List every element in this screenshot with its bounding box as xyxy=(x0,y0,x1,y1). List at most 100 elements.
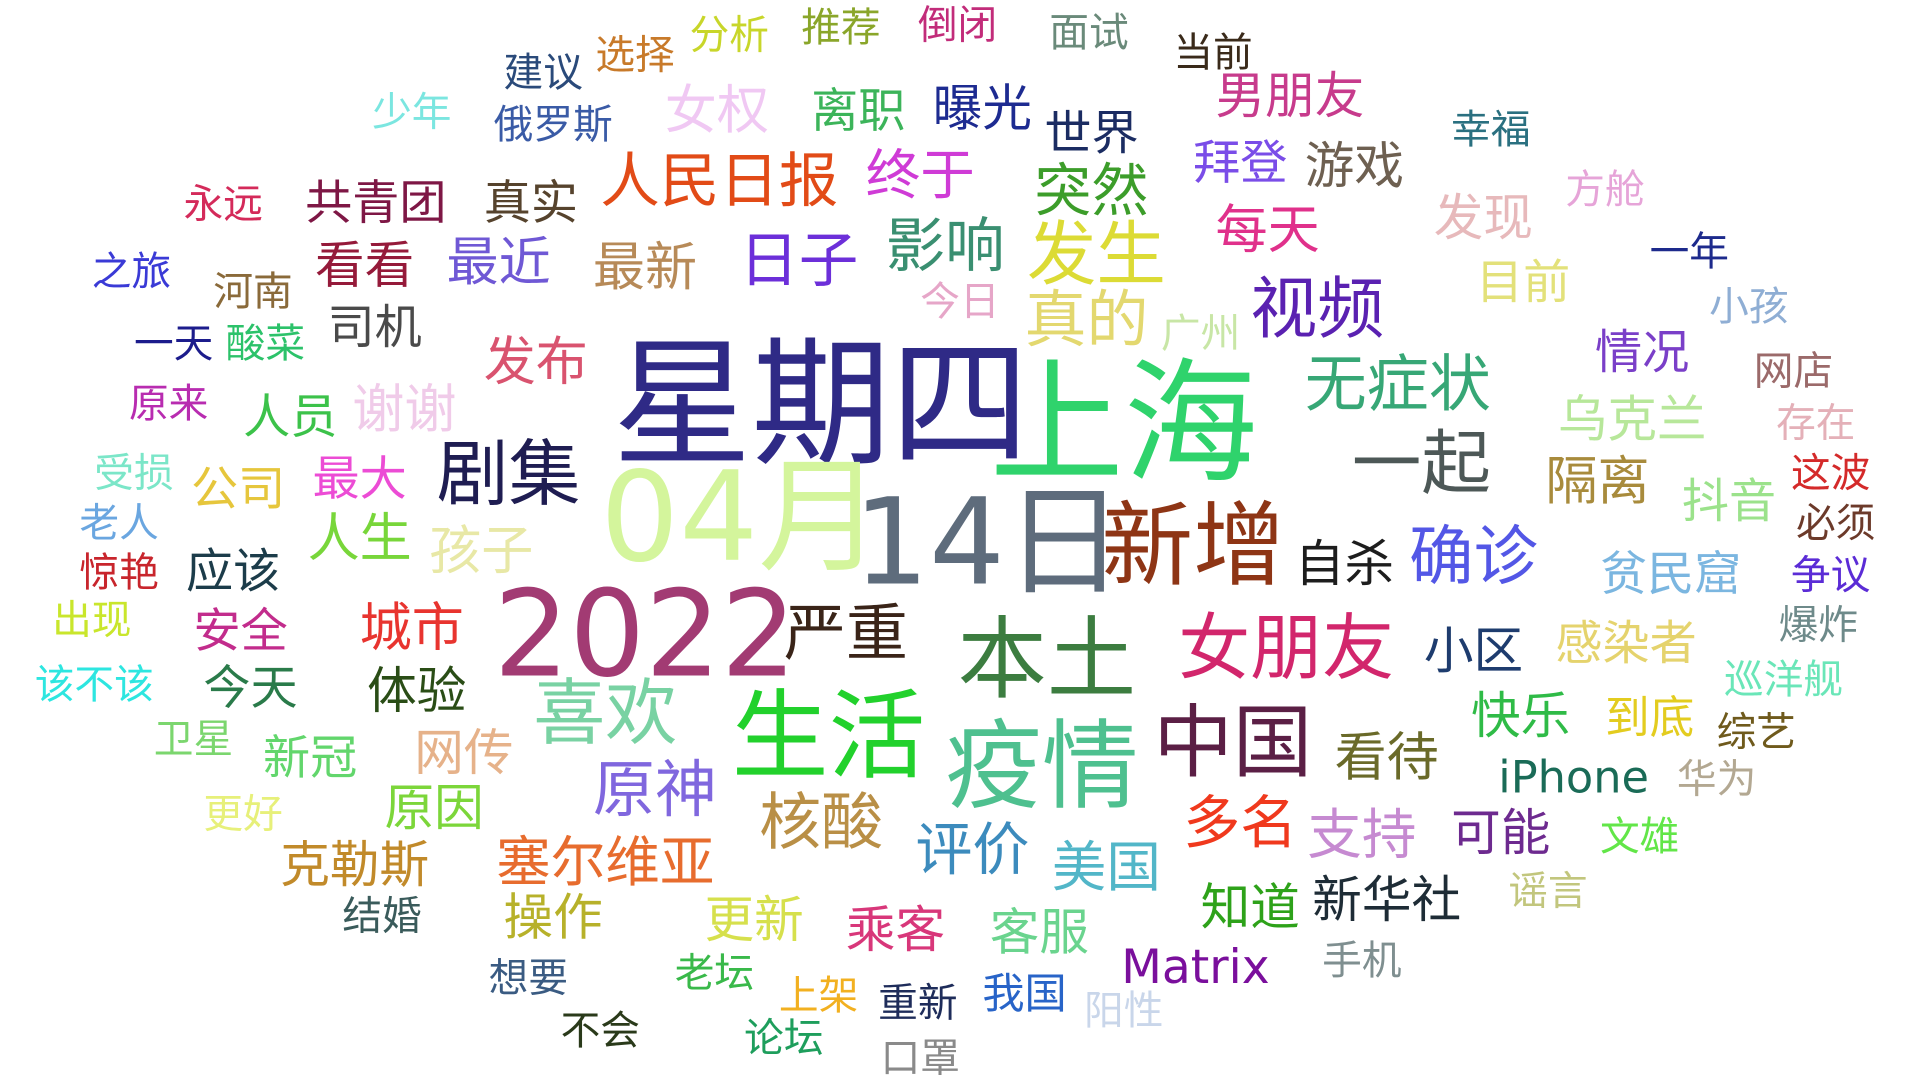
word: 分析 xyxy=(689,11,770,59)
word: 剧集 xyxy=(436,431,581,517)
word: 最近 xyxy=(446,231,551,293)
word: 最新 xyxy=(592,236,698,298)
word: 女权 xyxy=(664,79,770,141)
word: 巡洋舰 xyxy=(1724,655,1844,703)
word: 塞尔维亚 xyxy=(496,831,715,895)
word: 发现 xyxy=(1433,190,1534,248)
word: 一起 xyxy=(1351,424,1491,506)
word: 真的 xyxy=(1024,283,1149,356)
word: 论坛 xyxy=(744,1014,824,1062)
word: 每天 xyxy=(1215,199,1320,261)
word: 美国 xyxy=(1051,836,1161,900)
word: 更新 xyxy=(704,892,804,950)
word: 无症状 xyxy=(1304,348,1491,421)
word: 突然 xyxy=(1034,156,1149,224)
word: 城市 xyxy=(359,597,464,659)
word: 看看 xyxy=(315,237,415,295)
word: 中国 xyxy=(1153,697,1313,791)
word: 倒闭 xyxy=(917,1,998,49)
word: 推荐 xyxy=(801,3,881,52)
word: 知道 xyxy=(1200,879,1300,937)
word: 小区 xyxy=(1423,623,1524,681)
word: 建议 xyxy=(503,48,583,96)
word: 克勒斯 xyxy=(280,837,430,895)
word: 存在 xyxy=(1776,399,1856,447)
word: 手机 xyxy=(1322,936,1402,985)
word: 人生 xyxy=(307,507,412,569)
word: 2022 xyxy=(493,564,797,705)
word: 确诊 xyxy=(1408,520,1538,595)
word: 14日 xyxy=(853,472,1124,613)
word: 离职 xyxy=(811,83,906,139)
word: 乘客 xyxy=(845,902,946,960)
word: 卫星 xyxy=(153,715,234,763)
word: 世界 xyxy=(1044,105,1139,161)
word: 快乐 xyxy=(1470,688,1571,746)
word: 看待 xyxy=(1334,726,1439,788)
word: 影响 xyxy=(885,211,1005,282)
word: 女朋友 xyxy=(1178,605,1395,691)
word: 本土 xyxy=(957,607,1137,712)
word: 目前 xyxy=(1475,255,1571,310)
word: 想要 xyxy=(488,954,569,1002)
word: 新增 xyxy=(1101,492,1285,600)
word: 体验 xyxy=(367,663,467,721)
word: 一天 xyxy=(133,319,214,368)
word: 原来 xyxy=(128,379,209,427)
word: 04月 xyxy=(600,444,883,590)
word: 综艺 xyxy=(1716,707,1796,756)
word: 日子 xyxy=(739,226,859,297)
word: 司机 xyxy=(327,299,422,355)
word: 抖音 xyxy=(1681,474,1777,529)
word: 核酸 xyxy=(759,786,884,859)
word: 感染者 xyxy=(1555,615,1697,671)
word: 这波 xyxy=(1790,449,1871,497)
word: 隔离 xyxy=(1545,450,1650,512)
word: 不会 xyxy=(560,1006,641,1054)
word: 疫情 xyxy=(945,711,1139,824)
word: 安全 xyxy=(193,603,288,659)
word: 曝光 xyxy=(932,80,1032,139)
word: Matrix xyxy=(1121,939,1270,995)
word: 发生 xyxy=(1026,215,1166,297)
word: 之旅 xyxy=(91,247,172,295)
word: 可能 xyxy=(1451,804,1551,863)
word: 河南 xyxy=(213,267,293,315)
word: 阳性 xyxy=(1084,986,1164,1034)
word: 小孩 xyxy=(1709,282,1789,330)
word: 今日 xyxy=(920,277,1000,325)
word: 发布 xyxy=(483,330,588,392)
word: 谢谢 xyxy=(352,378,457,440)
word: 幸福 xyxy=(1451,105,1531,154)
word: 生活 xyxy=(731,681,926,794)
word: 贫民窟 xyxy=(1599,546,1742,601)
word: 出现 xyxy=(52,595,132,644)
word: 文雄 xyxy=(1599,812,1680,860)
word: 争议 xyxy=(1790,551,1871,599)
word: 老坛 xyxy=(674,949,755,997)
word: 我国 xyxy=(982,969,1067,1019)
word: 更好 xyxy=(203,790,283,838)
word: 重新 xyxy=(878,979,958,1027)
word: 爆炸 xyxy=(1778,600,1858,649)
word: 一年 xyxy=(1649,227,1729,275)
word: 结婚 xyxy=(342,892,422,940)
word: 最大 xyxy=(312,451,407,507)
word: 评价 xyxy=(915,816,1030,884)
word: 严重 xyxy=(783,597,908,670)
word: 视频 xyxy=(1250,269,1385,349)
word: 多名 xyxy=(1183,788,1298,857)
word: 当前 xyxy=(1173,28,1253,76)
word: 情况 xyxy=(1595,324,1690,380)
word: 网传 xyxy=(414,725,514,783)
word: 自杀 xyxy=(1294,536,1395,594)
word: 共青团 xyxy=(305,175,447,231)
word: 游戏 xyxy=(1304,138,1405,196)
word: 孩子 xyxy=(429,520,534,582)
word: 今天 xyxy=(203,660,298,716)
word: 广州 xyxy=(1160,309,1241,358)
word: 拜登 xyxy=(1193,135,1288,191)
word: 新华社 xyxy=(1312,872,1462,930)
